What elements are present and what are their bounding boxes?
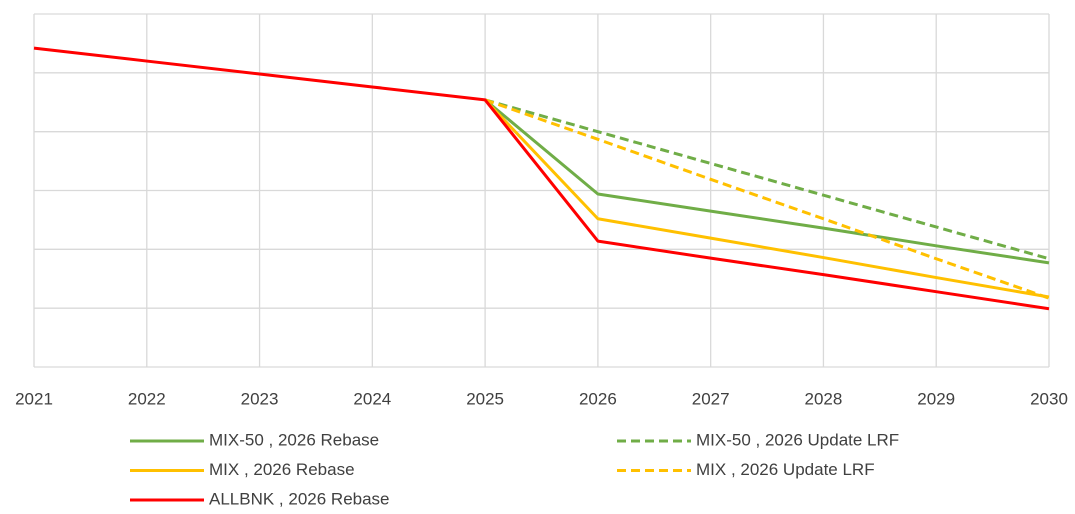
series-line <box>484 98 1050 299</box>
x-tick-label: 2024 <box>353 389 391 408</box>
x-tick-label: 2023 <box>241 389 279 408</box>
x-tick-label: 2027 <box>692 389 730 408</box>
x-tick-label: 2028 <box>805 389 843 408</box>
x-tick-label: 2025 <box>466 389 504 408</box>
x-tick-label: 2026 <box>579 389 617 408</box>
series-line <box>484 98 1050 265</box>
x-tick-label: 2022 <box>128 389 166 408</box>
x-tick-label: 2021 <box>15 389 53 408</box>
x-tick-label: 2030 <box>1030 389 1068 408</box>
x-tick-label: 2029 <box>917 389 955 408</box>
legend-label: ALLBNK , 2026 Rebase <box>209 489 390 508</box>
series-line <box>33 46 1050 311</box>
series-line <box>484 98 1050 261</box>
legend-label: MIX-50 , 2026 Update LRF <box>696 430 899 449</box>
series-line <box>484 98 1050 300</box>
legend-label: MIX-50 , 2026 Rebase <box>209 430 379 449</box>
legend-label: MIX , 2026 Update LRF <box>696 460 875 479</box>
legend-label: MIX , 2026 Rebase <box>209 460 355 479</box>
